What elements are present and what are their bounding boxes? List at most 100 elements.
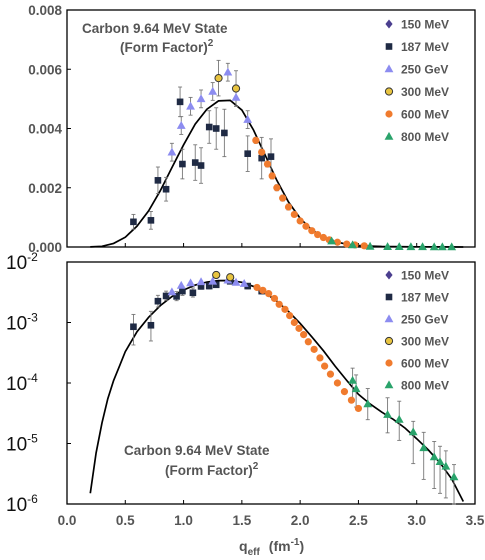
data-point [173,293,180,300]
legend-label: 150 MeV [401,269,449,283]
data-point [265,290,273,298]
data-point [154,297,162,305]
x-tick-label: 1.5 [232,513,251,528]
data-point [310,345,318,353]
x-tick-label: 0.5 [116,513,135,528]
y-tick-label: 0.004 [28,122,62,137]
legend-label: 600 MeV [401,357,449,371]
data-point [286,312,294,320]
data-point [253,283,261,292]
y-tick-label: 10-3 [6,311,38,335]
legend-marker [384,336,394,346]
data-point [365,241,375,250]
data-point [418,242,427,251]
data-point [267,153,275,160]
data-point [437,242,447,251]
x-tick-label: 2.5 [349,513,368,528]
linear-chart-subtitle: (Form Factor)2 [120,38,214,55]
data-point [208,86,218,95]
data-point [326,370,335,378]
log-chart-subtitle: (Form Factor)2 [165,461,259,478]
y-tick-label: 0.006 [28,62,62,77]
log-data-points [130,270,459,481]
data-point [273,184,281,192]
data-point [223,67,233,76]
linear-chart-title: Carbon 9.64 MeV State [82,21,228,36]
data-point [300,331,308,339]
log-legend: 150 MeV 187 MeV 250 GeV 300 MeV 600 MeV 800 M… [384,269,449,393]
data-point [441,461,451,470]
data-point [176,280,186,289]
log-y-tick-labels: 10-2 10-3 10-4 10-5 10-6 [6,250,71,516]
data-point [231,277,241,286]
data-point [447,242,457,251]
data-point [154,177,162,184]
linear-panel: 0.000 0.002 0.004 0.006 0.008 150 MeV 187 MeV… [28,3,476,255]
data-point [191,159,199,166]
legend-marker [385,270,393,280]
data-point [239,278,249,287]
y-tick-label: 10-6 [6,492,38,516]
data-point [212,125,220,132]
data-point [429,242,439,251]
data-point [221,129,228,137]
data-point [284,203,293,211]
data-point [167,287,177,296]
x-tick-label: 1.0 [174,513,193,528]
data-point [435,457,445,466]
y-tick-label: 0.000 [28,240,62,255]
data-point [243,115,253,123]
data-point [302,222,310,230]
data-point [263,160,272,168]
y-tick-label: 10-5 [6,432,38,456]
data-point [212,270,221,280]
data-point [226,273,235,282]
data-point [275,300,283,308]
y-tick-label: 0.002 [28,181,62,196]
data-point [179,160,186,168]
x-axis-label: qeff (fm-1) [239,537,304,558]
y-tick-label: 0.008 [28,3,62,18]
data-point [281,305,289,313]
data-point [308,227,316,235]
data-point [208,276,218,285]
data-point [316,354,324,362]
legend-marker [385,43,393,50]
data-point [304,338,312,346]
data-point [197,283,205,290]
y-tick-label: 10-2 [6,250,38,274]
legend-marker [384,87,394,96]
data-point [279,194,287,202]
data-point [340,388,349,396]
data-point [258,148,266,156]
fit-curve [90,99,464,248]
legend-marker [385,359,393,367]
data-point [189,289,197,297]
data-point [295,324,303,332]
data-point [319,233,328,242]
y-tick-label: 10-4 [6,371,38,395]
data-point [130,218,137,226]
log-chart-title: Carbon 9.64 MeV State [124,443,270,458]
legend-label: 187 MeV [401,40,449,54]
data-point [383,242,392,251]
legend-label: 250 GeV [401,313,448,327]
data-point [270,294,279,303]
legend-label: 800 MeV [401,130,449,144]
data-point [354,404,363,413]
x-tick-label: 3.5 [466,513,485,528]
data-point [176,120,186,129]
data-point [176,98,184,106]
data-point [212,281,220,289]
legend-marker [385,110,393,118]
legend-label: 300 MeV [401,85,449,99]
data-point [252,136,260,144]
data-point [258,154,265,162]
data-point [394,242,404,251]
data-point [259,286,267,294]
data-point [348,240,357,249]
data-point [333,238,342,246]
linear-data-points [130,67,457,251]
linear-legend: 150 MeV 187 MeV 250 GeV 300 MeV 600 MeV 800 M… [384,18,449,144]
